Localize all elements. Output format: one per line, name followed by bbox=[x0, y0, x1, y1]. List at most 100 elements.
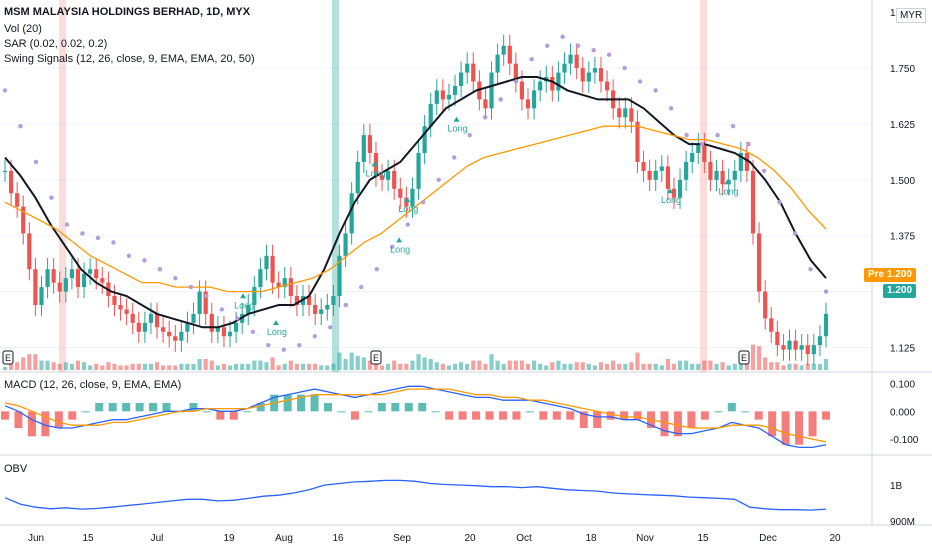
macd-histogram-bar bbox=[714, 411, 723, 413]
sar-dot bbox=[142, 258, 147, 263]
candle-body bbox=[805, 345, 810, 355]
candle-body bbox=[471, 63, 476, 82]
candle-body bbox=[185, 322, 190, 332]
sar-dot bbox=[529, 56, 534, 62]
candle-body bbox=[617, 108, 622, 118]
volume-bar bbox=[179, 363, 184, 370]
volume-bar bbox=[410, 360, 415, 370]
candle-body bbox=[21, 206, 26, 234]
volume-bar bbox=[270, 357, 275, 370]
volume-bar bbox=[185, 363, 190, 370]
ema-fast-line bbox=[4, 76, 827, 329]
time-tick: 20 bbox=[464, 533, 476, 544]
time-tick: 15 bbox=[697, 533, 709, 544]
candle-body bbox=[142, 322, 147, 332]
volume-bar bbox=[148, 363, 154, 370]
volume-bar bbox=[483, 363, 488, 370]
volume-bar bbox=[793, 363, 798, 370]
candle-body bbox=[684, 161, 689, 180]
candle-body bbox=[744, 153, 750, 171]
macd-histogram-bar bbox=[310, 394, 319, 412]
candle-body bbox=[227, 331, 233, 337]
time-tick: Sep bbox=[393, 533, 411, 544]
sar-dot bbox=[281, 347, 287, 352]
volume-bar bbox=[100, 365, 105, 370]
volume-bar bbox=[799, 365, 804, 370]
volume-bar bbox=[489, 354, 494, 370]
sar-dot bbox=[95, 235, 101, 241]
volume-bar bbox=[763, 357, 768, 370]
sar-dot bbox=[637, 79, 643, 84]
long-label: Long bbox=[267, 327, 287, 337]
price-tick: 1.125 bbox=[890, 343, 915, 354]
sar-dot bbox=[715, 132, 720, 138]
macd-histogram-bar bbox=[202, 411, 211, 413]
sar-dot bbox=[823, 289, 829, 294]
volume-bar bbox=[69, 363, 74, 370]
volume-bar bbox=[471, 360, 476, 370]
sar-dot bbox=[343, 302, 348, 308]
candle-body bbox=[592, 68, 598, 73]
volume-bar bbox=[63, 362, 68, 370]
sar-dot bbox=[452, 155, 457, 160]
candle-body bbox=[702, 144, 707, 162]
volume-bar bbox=[459, 362, 464, 370]
time-tick: Aug bbox=[275, 533, 293, 544]
candle-body bbox=[361, 135, 366, 162]
sar-dot bbox=[498, 97, 503, 102]
volume-bar bbox=[781, 365, 786, 370]
volume-bar bbox=[580, 362, 585, 370]
time-tick: 18 bbox=[585, 533, 597, 544]
long-arrow bbox=[453, 116, 460, 122]
volume-bar bbox=[404, 363, 409, 370]
volume-bar bbox=[27, 354, 32, 370]
volume-bar bbox=[306, 363, 312, 370]
volume-bar bbox=[501, 363, 506, 370]
volume-bar bbox=[769, 362, 774, 370]
candle-body bbox=[416, 153, 421, 189]
macd-histogram-bar bbox=[579, 411, 588, 428]
volume-bar bbox=[623, 363, 628, 370]
candle-body bbox=[422, 126, 427, 154]
volume-bar bbox=[653, 363, 658, 370]
volume-bar bbox=[629, 362, 634, 370]
sar-dot bbox=[575, 43, 581, 48]
volume-bar bbox=[45, 360, 50, 370]
sar-dot bbox=[792, 231, 798, 236]
volume-bar bbox=[556, 360, 561, 370]
obv-tick: 1B bbox=[890, 481, 903, 492]
volume-bar bbox=[647, 363, 652, 370]
sar-dot bbox=[436, 177, 441, 183]
volume-bar bbox=[428, 359, 433, 370]
sar-dot bbox=[606, 52, 612, 57]
volume-bar bbox=[757, 346, 762, 370]
candle-body bbox=[708, 161, 713, 180]
macd-pane bbox=[1, 385, 830, 449]
long-arrow bbox=[272, 320, 279, 326]
candle-body bbox=[586, 72, 591, 82]
sar-dot bbox=[219, 307, 225, 312]
sar-dot bbox=[235, 316, 240, 321]
volume-bar bbox=[386, 363, 391, 370]
volume-bar bbox=[635, 352, 640, 370]
sar-dot bbox=[513, 79, 519, 84]
macd-tick: 0.000 bbox=[890, 407, 915, 418]
candle-body bbox=[197, 291, 202, 314]
sar-dot bbox=[653, 88, 658, 93]
volume-bar bbox=[33, 354, 38, 370]
candlesticks bbox=[2, 34, 829, 366]
candle-body bbox=[15, 193, 20, 207]
candle-body bbox=[653, 170, 658, 180]
candle-body bbox=[696, 144, 701, 154]
candle-body bbox=[379, 175, 385, 180]
time-tick: Nov bbox=[636, 533, 654, 544]
volume-bar bbox=[446, 365, 452, 370]
volume-bar bbox=[477, 360, 482, 370]
long-arrow bbox=[404, 197, 411, 203]
volume-bar bbox=[349, 352, 354, 370]
volume-bar bbox=[598, 362, 604, 370]
macd-histogram-bar bbox=[700, 411, 709, 420]
volume-bar bbox=[568, 363, 573, 370]
price-tick: 1.750 bbox=[890, 64, 915, 75]
